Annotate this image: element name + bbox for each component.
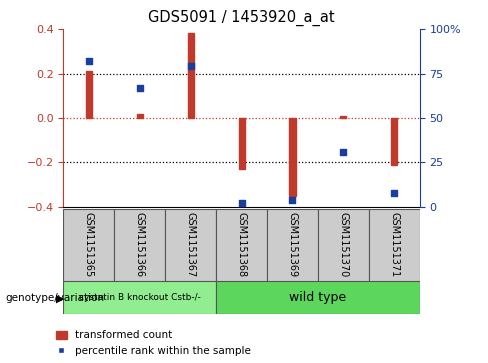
Bar — [63, 209, 114, 281]
Bar — [216, 209, 267, 281]
Text: GSM1151365: GSM1151365 — [84, 212, 94, 278]
Point — [187, 64, 195, 69]
Text: genotype/variation: genotype/variation — [5, 293, 104, 303]
Text: GSM1151368: GSM1151368 — [237, 212, 246, 278]
Bar — [86, 71, 92, 118]
Text: GSM1151366: GSM1151366 — [135, 212, 145, 278]
Bar — [216, 281, 420, 314]
Bar — [187, 33, 194, 118]
Bar — [165, 209, 216, 281]
Text: wild type: wild type — [289, 291, 346, 304]
Title: GDS5091 / 1453920_a_at: GDS5091 / 1453920_a_at — [148, 10, 335, 26]
Bar — [289, 118, 296, 196]
Text: cystatin B knockout Cstb-/-: cystatin B knockout Cstb-/- — [79, 293, 201, 302]
Text: GSM1151370: GSM1151370 — [338, 212, 348, 278]
Legend: transformed count, percentile rank within the sample: transformed count, percentile rank withi… — [54, 329, 253, 358]
Bar — [369, 209, 420, 281]
Bar — [63, 281, 216, 314]
Text: GSM1151369: GSM1151369 — [287, 212, 298, 278]
Point — [340, 149, 347, 155]
Point — [288, 197, 296, 203]
Bar — [340, 116, 346, 118]
Bar — [114, 209, 165, 281]
Point — [238, 200, 245, 206]
Bar — [318, 209, 369, 281]
Bar — [391, 118, 397, 165]
Text: ▶: ▶ — [56, 293, 64, 303]
Point — [390, 190, 398, 196]
Point — [85, 58, 93, 64]
Bar — [267, 209, 318, 281]
Bar — [137, 114, 143, 118]
Point — [136, 85, 143, 91]
Text: GSM1151367: GSM1151367 — [185, 212, 196, 278]
Text: GSM1151371: GSM1151371 — [389, 212, 399, 278]
Bar — [239, 118, 244, 169]
